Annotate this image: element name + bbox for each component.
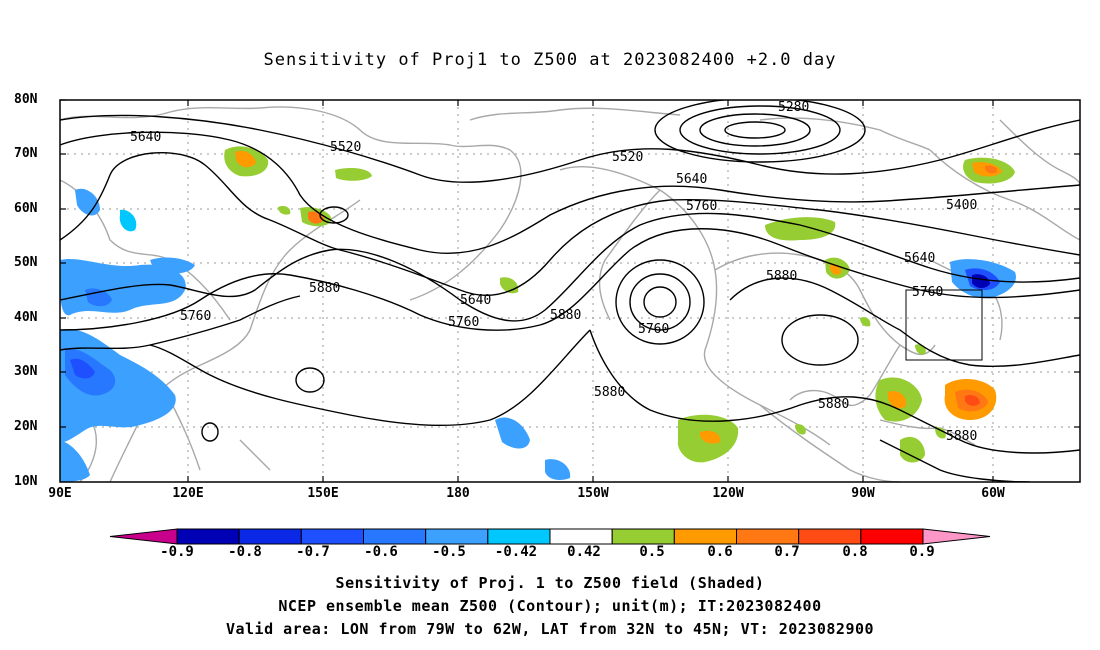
contour-label: 5880 xyxy=(766,269,797,284)
colorbar-label: 0.42 xyxy=(567,544,601,560)
contour-label: 5640 xyxy=(904,251,935,266)
contour-label: 5760 xyxy=(638,322,669,337)
colorbar-label: -0.9 xyxy=(160,544,194,560)
map-frame xyxy=(59,99,1081,483)
contour-label: 5760 xyxy=(686,199,717,214)
sensitivity-positive xyxy=(224,146,1015,463)
contour-labels: 5640 5520 5280 5520 5640 5400 5760 5640 … xyxy=(130,100,977,444)
contour-label: 5400 xyxy=(946,198,977,213)
contour-label: 5640 xyxy=(676,172,707,187)
lat-label: 40N xyxy=(14,310,38,325)
z500-contours xyxy=(60,100,1080,482)
valid-area-box xyxy=(905,289,983,361)
colorbar-segment xyxy=(238,528,302,545)
contour-label: 5280 xyxy=(778,100,809,115)
lon-label: 90E xyxy=(48,486,72,501)
caption-line: NCEP ensemble mean Z500 (Contour); unit(… xyxy=(278,597,822,615)
caption-line: Valid area: LON from 79W to 62W, LAT fro… xyxy=(225,620,875,638)
colorbar-label: -0.42 xyxy=(494,544,538,560)
lon-label: 120W xyxy=(712,486,744,501)
colorbar-segment xyxy=(736,528,800,545)
colorbar-label: 0.8 xyxy=(842,544,868,560)
contour-label: 5880 xyxy=(946,429,977,444)
contour-label: 5520 xyxy=(612,150,643,165)
axis-ticks xyxy=(60,99,1080,482)
lon-label: 180 xyxy=(446,486,470,501)
contour-label: 5880 xyxy=(594,385,625,400)
colorbar-segment xyxy=(109,528,178,545)
colorbar-label: 0.6 xyxy=(707,544,733,560)
colorbar-segment xyxy=(425,528,489,545)
contour-label: 5760 xyxy=(448,315,479,330)
lon-label: 90W xyxy=(851,486,875,501)
colorbar-label: 0.5 xyxy=(639,544,665,560)
colorbar-label: 0.9 xyxy=(909,544,935,560)
lon-label: 150W xyxy=(577,486,609,501)
contour-label: 5640 xyxy=(130,130,161,145)
colorbar-segment xyxy=(549,528,613,545)
colorbar xyxy=(109,528,991,545)
lat-label: 70N xyxy=(14,146,38,161)
colorbar-segment xyxy=(673,528,737,545)
colorbar-label: -0.5 xyxy=(432,544,466,560)
colorbar-segment xyxy=(363,528,427,545)
colorbar-label: -0.8 xyxy=(228,544,262,560)
contour-label: 5880 xyxy=(309,281,340,296)
colorbar-label: -0.6 xyxy=(364,544,398,560)
lat-label: 50N xyxy=(14,255,38,270)
contour-label: 5760 xyxy=(180,309,211,324)
colorbar-segment xyxy=(300,528,365,545)
map-title: Sensitivity of Proj1 to Z500 at 20230824… xyxy=(263,50,837,70)
contour-label: 5520 xyxy=(330,140,361,155)
colorbar-segment xyxy=(611,528,675,545)
colorbar-label: -0.7 xyxy=(296,544,330,560)
caption-line: Sensitivity of Proj. 1 to Z500 field (Sh… xyxy=(335,574,765,592)
colorbar-segment xyxy=(922,528,991,545)
lat-label: 20N xyxy=(14,419,38,434)
contour-label: 5880 xyxy=(818,397,849,412)
lon-label: 120E xyxy=(172,486,204,501)
colorbar-segment xyxy=(176,528,240,545)
contour-label: 5760 xyxy=(912,285,943,300)
lat-label: 10N xyxy=(14,474,38,489)
contour-label: 5880 xyxy=(550,308,581,323)
colorbar-segment xyxy=(487,528,551,545)
lon-label: 60W xyxy=(981,486,1005,501)
colorbar-label: 0.7 xyxy=(774,544,800,560)
contour-label: 5640 xyxy=(460,293,491,308)
lon-label: 150E xyxy=(307,486,339,501)
colorbar-segment xyxy=(798,528,862,545)
colorbar-segment xyxy=(860,528,924,545)
lat-label: 80N xyxy=(14,92,38,107)
lat-label: 30N xyxy=(14,364,38,379)
lat-label: 60N xyxy=(14,201,38,216)
